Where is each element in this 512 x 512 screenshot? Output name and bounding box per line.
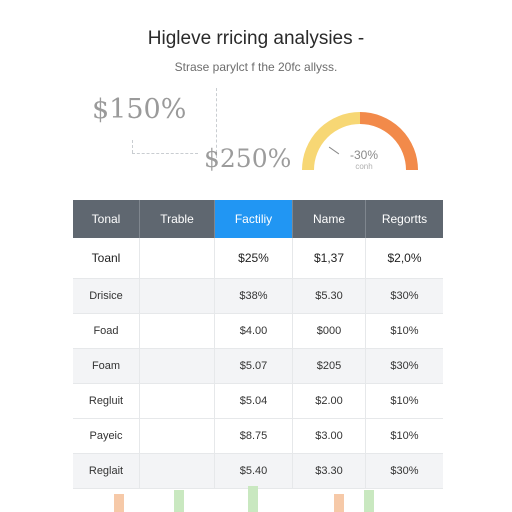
table-row[interactable]: Drisice $38% $5.30 $30%: [73, 278, 443, 314]
table-cell: $30%: [365, 453, 443, 489]
footer-bar: [334, 494, 344, 512]
table-cell: $8.75: [214, 418, 293, 454]
table-cell: $3.00: [292, 418, 366, 454]
table-cell: [139, 418, 215, 454]
gauge-sublabel: conh: [355, 162, 373, 171]
table-cell: $10%: [365, 418, 443, 454]
gauge-arc: [302, 112, 418, 171]
page-subtitle: Strase parylct f the 20fc allyss.: [174, 60, 338, 74]
dashed-guide-vertical: [216, 88, 217, 158]
row-label: Drisice: [73, 278, 140, 314]
table-cell: [139, 453, 215, 489]
table-cell: $10%: [365, 383, 443, 419]
table-cell: [139, 278, 215, 314]
table-cell: $30%: [365, 348, 443, 384]
gauge-value: -30%: [349, 148, 378, 162]
table-cell: [139, 348, 215, 384]
row-label: Foam: [73, 348, 140, 384]
table-cell: $5.30: [292, 278, 366, 314]
column-header-regortts[interactable]: Regortts: [365, 200, 443, 238]
table-cell: $5.04: [214, 383, 293, 419]
table-row[interactable]: Foam $5.07 $205 $30%: [73, 348, 443, 384]
table-cell: $10%: [365, 313, 443, 349]
gauge-arc-right: [359, 112, 418, 171]
footer-bar: [174, 490, 184, 512]
table-cell: $25%: [214, 238, 293, 279]
table-cell: $2.00: [292, 383, 366, 419]
table-row[interactable]: Foad $4.00 $000 $10%: [73, 313, 443, 349]
dashed-guide-horizontal: [132, 153, 198, 154]
table-row[interactable]: Payeic $8.75 $3.00 $10%: [73, 418, 443, 454]
table-cell: $205: [292, 348, 366, 384]
column-header-factiliy[interactable]: Factiliy: [214, 200, 293, 238]
footer-bar: [248, 486, 258, 512]
page-title: Higleve rricing analysies -: [147, 28, 365, 49]
gauge-arc-left: [302, 112, 361, 171]
table-cell: $5.07: [214, 348, 293, 384]
table-cell: $4.00: [214, 313, 293, 349]
table-cell: $5.40: [214, 453, 293, 489]
table-row[interactable]: Reglait $5.40 $3.30 $30%: [73, 453, 443, 489]
stat-primary: $150%: [92, 94, 187, 125]
table-cell: $1,37: [292, 238, 366, 279]
row-label: Toanl: [73, 238, 140, 279]
table-row[interactable]: Regluit $5.04 $2.00 $10%: [73, 383, 443, 419]
table-cell: [139, 238, 215, 279]
row-label: Payeic: [73, 418, 140, 454]
table-cell: $000: [292, 313, 366, 349]
footer-bars: [0, 486, 512, 512]
footer-bar: [364, 490, 374, 512]
table-cell: $2,0%: [365, 238, 443, 279]
table-cell: [139, 383, 215, 419]
table-cell: [139, 313, 215, 349]
column-header-trable[interactable]: Trable: [139, 200, 215, 238]
table-row[interactable]: Toanl $25% $1,37 $2,0%: [73, 238, 443, 279]
dashed-guide-cap: [132, 140, 133, 153]
column-header-tonal[interactable]: Tonal: [73, 200, 140, 238]
table-cell: $30%: [365, 278, 443, 314]
row-label: Regluit: [73, 383, 140, 419]
row-label: Foad: [73, 313, 140, 349]
table-header-row: Tonal Trable Factiliy Name Regortts: [73, 200, 443, 238]
row-label: Reglait: [73, 453, 140, 489]
stat-secondary: $250%: [204, 144, 292, 173]
table-cell: $38%: [214, 278, 293, 314]
footer-bar: [114, 494, 124, 512]
pricing-table: Tonal Trable Factiliy Name Regortts Toan…: [73, 200, 443, 489]
table-cell: $3.30: [292, 453, 366, 489]
column-header-name[interactable]: Name: [292, 200, 366, 238]
